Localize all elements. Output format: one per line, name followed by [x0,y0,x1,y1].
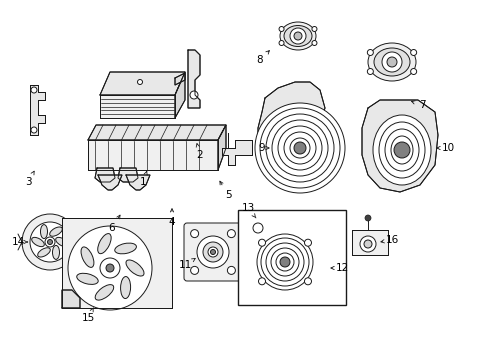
Polygon shape [126,175,150,190]
Circle shape [311,40,316,45]
Bar [238,210,346,305]
Circle shape [47,239,52,244]
Text: 3: 3 [24,171,34,187]
Text: 4: 4 [168,209,175,227]
Circle shape [280,257,289,267]
Polygon shape [62,218,172,308]
Circle shape [257,234,312,290]
Circle shape [197,236,228,268]
Text: 15: 15 [81,308,95,323]
Ellipse shape [95,285,114,300]
Circle shape [190,91,198,99]
Circle shape [137,80,142,85]
Text: 13: 13 [241,203,255,218]
Circle shape [31,87,37,93]
Polygon shape [222,133,251,165]
Circle shape [381,52,401,72]
Polygon shape [118,168,138,182]
Polygon shape [175,73,184,85]
Circle shape [311,27,316,31]
Circle shape [100,258,120,278]
Circle shape [366,49,372,55]
Ellipse shape [52,246,60,260]
Circle shape [227,266,235,274]
Circle shape [393,142,409,158]
FancyBboxPatch shape [183,223,242,281]
Text: 1: 1 [140,171,147,187]
Circle shape [366,68,372,75]
Polygon shape [361,100,437,192]
Circle shape [304,278,311,285]
Text: 8: 8 [256,51,269,65]
Ellipse shape [38,248,50,257]
Circle shape [190,266,198,274]
Circle shape [359,236,375,252]
Circle shape [254,103,345,193]
Text: 11: 11 [178,258,195,270]
Ellipse shape [372,115,430,185]
Circle shape [364,215,370,221]
Ellipse shape [41,225,47,239]
Ellipse shape [115,243,136,254]
Circle shape [258,239,265,246]
Ellipse shape [280,22,315,50]
Circle shape [252,223,263,233]
Ellipse shape [284,26,311,46]
Polygon shape [187,50,200,108]
Polygon shape [88,140,218,170]
Circle shape [289,28,305,44]
Ellipse shape [367,43,415,81]
Polygon shape [175,72,184,118]
Polygon shape [95,168,115,182]
Circle shape [410,49,416,55]
Polygon shape [218,125,225,170]
Polygon shape [258,82,325,182]
Ellipse shape [81,247,94,267]
Circle shape [304,239,311,246]
Ellipse shape [373,48,409,76]
Polygon shape [100,95,175,118]
Circle shape [279,27,284,31]
Polygon shape [351,230,387,255]
Ellipse shape [126,260,144,276]
Text: 2: 2 [196,144,203,160]
Text: 14: 14 [11,237,27,247]
Circle shape [279,40,284,45]
Circle shape [293,142,305,154]
Circle shape [258,278,265,285]
Circle shape [203,242,223,262]
Text: 7: 7 [410,100,425,110]
Circle shape [386,57,396,67]
Text: 16: 16 [380,235,398,245]
Circle shape [210,249,215,255]
Ellipse shape [121,276,130,298]
Circle shape [190,230,198,238]
Text: 9: 9 [258,143,268,153]
Text: 6: 6 [108,215,120,233]
Circle shape [410,68,416,75]
Circle shape [227,230,235,238]
Circle shape [45,237,55,247]
Circle shape [207,247,218,257]
Polygon shape [62,290,80,308]
Text: 10: 10 [436,143,454,153]
Ellipse shape [77,273,98,284]
Circle shape [68,226,152,310]
Ellipse shape [56,237,68,247]
Ellipse shape [98,234,111,254]
Circle shape [363,240,371,248]
Circle shape [293,32,302,40]
Circle shape [106,264,114,272]
Circle shape [31,127,37,133]
Ellipse shape [50,227,62,236]
Polygon shape [30,85,45,135]
Polygon shape [88,125,225,140]
Polygon shape [100,72,184,95]
Circle shape [30,222,70,262]
Ellipse shape [32,237,44,247]
Circle shape [22,214,78,270]
Polygon shape [98,175,122,190]
Text: 12: 12 [330,263,348,273]
Text: 5: 5 [220,181,231,200]
